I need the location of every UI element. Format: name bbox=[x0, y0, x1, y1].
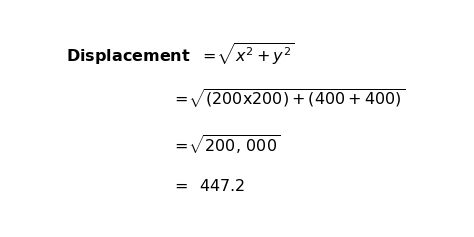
Text: $\bf{Displacement}$  $=\!\sqrt{x^2 + y^2}$: $\bf{Displacement}$ $=\!\sqrt{x^2 + y^2}… bbox=[66, 41, 294, 67]
Text: $=\!\sqrt{200,\,000}$: $=\!\sqrt{200,\,000}$ bbox=[171, 134, 281, 157]
Text: $=\!\sqrt{( 200 \mathregular{x} 200 ) + (400 + 400 )}$: $=\!\sqrt{( 200 \mathregular{x} 200 ) + … bbox=[171, 87, 405, 110]
Text: $=\;\;\mathregular{447.2}$: $=\;\;\mathregular{447.2}$ bbox=[171, 178, 245, 194]
